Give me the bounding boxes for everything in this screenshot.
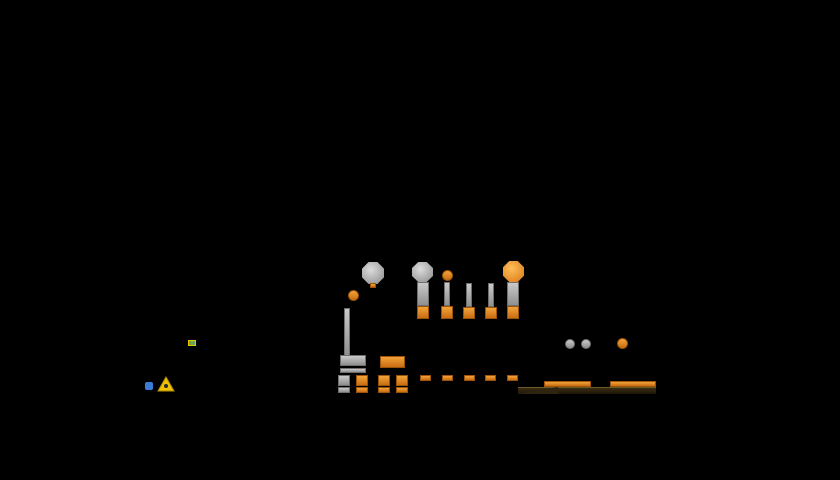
- ground-slope: [518, 387, 558, 394]
- wood-plank[interactable]: [442, 375, 453, 381]
- stone-pillar[interactable]: [444, 282, 450, 306]
- wood-block[interactable]: [485, 307, 497, 319]
- wood-ball[interactable]: [617, 338, 628, 349]
- wood-nub[interactable]: [370, 283, 376, 288]
- stone-pillar[interactable]: [417, 282, 429, 306]
- wood-block[interactable]: [396, 387, 408, 393]
- wood-block[interactable]: [396, 375, 408, 386]
- ground-strip: [518, 387, 656, 394]
- target-marker-icon: [188, 340, 196, 346]
- wood-block[interactable]: [463, 307, 475, 319]
- stone-small-block[interactable]: [338, 375, 350, 386]
- wood-plank[interactable]: [464, 375, 475, 381]
- wood-block[interactable]: [507, 306, 519, 319]
- wood-block[interactable]: [356, 387, 368, 393]
- stone-octagon[interactable]: [412, 262, 433, 282]
- wood-plank[interactable]: [507, 375, 518, 381]
- stone-ball[interactable]: [581, 339, 591, 349]
- wood-plank[interactable]: [380, 356, 405, 368]
- wood-plank[interactable]: [485, 375, 496, 381]
- wood-block[interactable]: [417, 306, 429, 319]
- wood-block[interactable]: [378, 375, 390, 386]
- wood-ball[interactable]: [348, 290, 359, 301]
- launcher-icon[interactable]: [145, 382, 153, 390]
- stone-ball[interactable]: [565, 339, 575, 349]
- wood-block[interactable]: [441, 306, 453, 319]
- stone-pillar[interactable]: [344, 308, 350, 356]
- wood-platform[interactable]: [610, 381, 656, 387]
- wood-block[interactable]: [378, 387, 390, 393]
- stone-pillar[interactable]: [507, 282, 519, 306]
- wood-ball[interactable]: [442, 270, 453, 281]
- stone-octagon[interactable]: [362, 262, 384, 284]
- stone-plank[interactable]: [340, 368, 366, 373]
- wood-octagon[interactable]: [503, 261, 524, 282]
- stone-pillar[interactable]: [466, 283, 472, 307]
- stone-block[interactable]: [340, 355, 366, 366]
- stone-pillar[interactable]: [488, 283, 494, 307]
- player-triangle-icon[interactable]: [157, 376, 175, 392]
- wood-platform[interactable]: [544, 381, 591, 387]
- wood-block[interactable]: [356, 375, 368, 386]
- stone-small-block[interactable]: [338, 387, 350, 393]
- wood-plank[interactable]: [420, 375, 431, 381]
